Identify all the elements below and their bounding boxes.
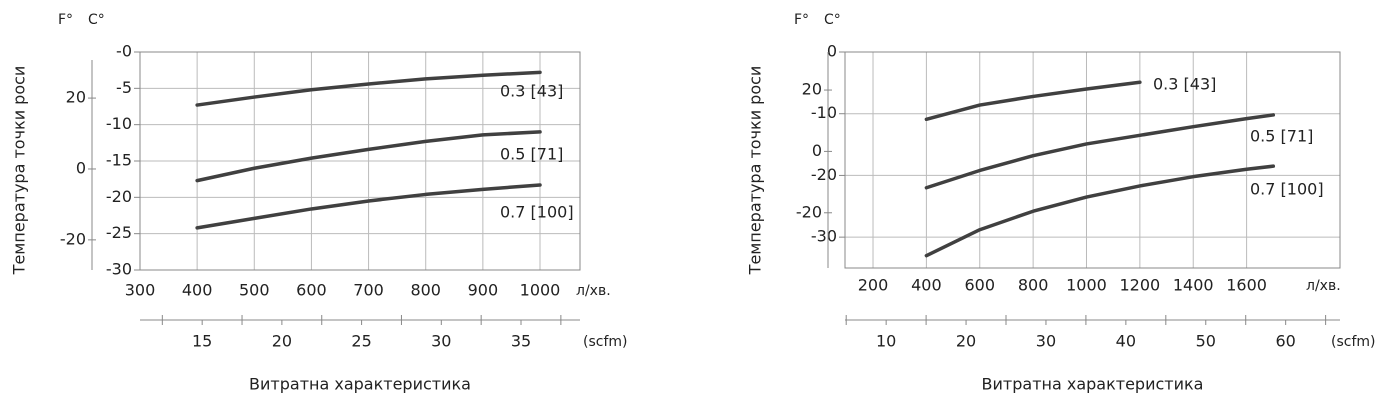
x2-tick-label: 10 <box>876 332 896 351</box>
series-label: 0.7 [100] <box>500 203 574 222</box>
x-tick-label: 400 <box>911 276 942 295</box>
x2-tick-label: 25 <box>351 332 371 351</box>
y2-tick-label: 20 <box>802 80 822 99</box>
series-label: 0.3 [43] <box>500 82 563 101</box>
y-tick-label: -25 <box>106 223 132 242</box>
x-tick-label: 200 <box>858 276 889 295</box>
x-tick-label: 700 <box>353 281 384 300</box>
y-axis-title: Температура точки роси <box>746 66 765 276</box>
series-line <box>924 164 1276 258</box>
series-line <box>924 80 1142 122</box>
series-label: 0.5 [71] <box>500 145 563 164</box>
series-label: 0.5 [71] <box>1250 127 1313 146</box>
series-line <box>195 130 542 183</box>
x-tick-label: 1400 <box>1173 276 1214 295</box>
x2-unit: (scfm) <box>1331 334 1375 350</box>
x-axis-title: Витратна характеристика <box>249 375 471 394</box>
x-tick-label: 400 <box>182 281 213 300</box>
x-unit: л/хв. <box>1306 278 1341 294</box>
y-unit: C° <box>88 12 105 28</box>
series-label: 0.3 [43] <box>1153 75 1216 94</box>
y2-unit: F° <box>794 12 809 28</box>
series-label: 0.7 [100] <box>1250 180 1324 199</box>
x-tick-label: 800 <box>410 281 441 300</box>
series-line <box>195 70 542 107</box>
x-tick-label: 500 <box>239 281 270 300</box>
y2-tick-label: 20 <box>66 88 86 107</box>
x2-tick-label: 35 <box>511 332 531 351</box>
y-tick-label: -30 <box>106 260 132 279</box>
x2-tick-label: 50 <box>1196 332 1216 351</box>
y2-tick-label: 0 <box>812 141 822 160</box>
chart: -0 -5 -10 -15 -20 -25 -30 20 0 -20 F° C° Температура… <box>10 12 628 394</box>
y2-tick-label: 0 <box>76 158 86 177</box>
x-tick-label: 1000 <box>520 281 561 300</box>
plot-frame <box>844 51 1341 269</box>
y-tick-label: 0 <box>827 42 837 61</box>
x2-tick-label: 15 <box>192 332 212 351</box>
y-tick-label: -5 <box>116 78 132 97</box>
y-tick-label: -20 <box>106 187 132 206</box>
x-tick-label: 1000 <box>1066 276 1107 295</box>
y-tick-label: -0 <box>116 42 132 61</box>
y-tick-label: -10 <box>811 103 837 122</box>
x-axis-title: Витратна характеристика <box>982 375 1204 394</box>
y-tick-label: -30 <box>811 227 837 246</box>
y2-tick-label: -20 <box>796 202 822 221</box>
x-tick-label: 300 <box>125 281 156 300</box>
y-tick-label: -10 <box>106 114 132 133</box>
y-axis-title: Температура точки роси <box>10 66 29 276</box>
x2-unit: (scfm) <box>583 334 627 350</box>
x2-tick-label: 30 <box>431 332 451 351</box>
x-tick-label: 800 <box>1018 276 1049 295</box>
y-tick-label: -15 <box>106 151 132 170</box>
x-unit: л/хв. <box>576 283 611 299</box>
series-line <box>924 113 1276 190</box>
x-tick-label: 1600 <box>1226 276 1267 295</box>
x-tick-label: 900 <box>468 281 499 300</box>
x-tick-label: 600 <box>296 281 327 300</box>
x-tick-label: 1200 <box>1120 276 1161 295</box>
x2-tick-label: 30 <box>1036 332 1056 351</box>
y2-tick-label: -20 <box>60 229 86 248</box>
x2-tick-label: 20 <box>272 332 292 351</box>
series-line <box>195 183 542 230</box>
x2-tick-label: 20 <box>956 332 976 351</box>
y-tick-label: -20 <box>811 165 837 184</box>
x-tick-label: 600 <box>964 276 995 295</box>
x2-tick-label: 60 <box>1275 332 1295 351</box>
x2-tick-label: 40 <box>1116 332 1136 351</box>
y2-unit: F° <box>58 12 73 28</box>
y-unit: C° <box>824 12 841 28</box>
